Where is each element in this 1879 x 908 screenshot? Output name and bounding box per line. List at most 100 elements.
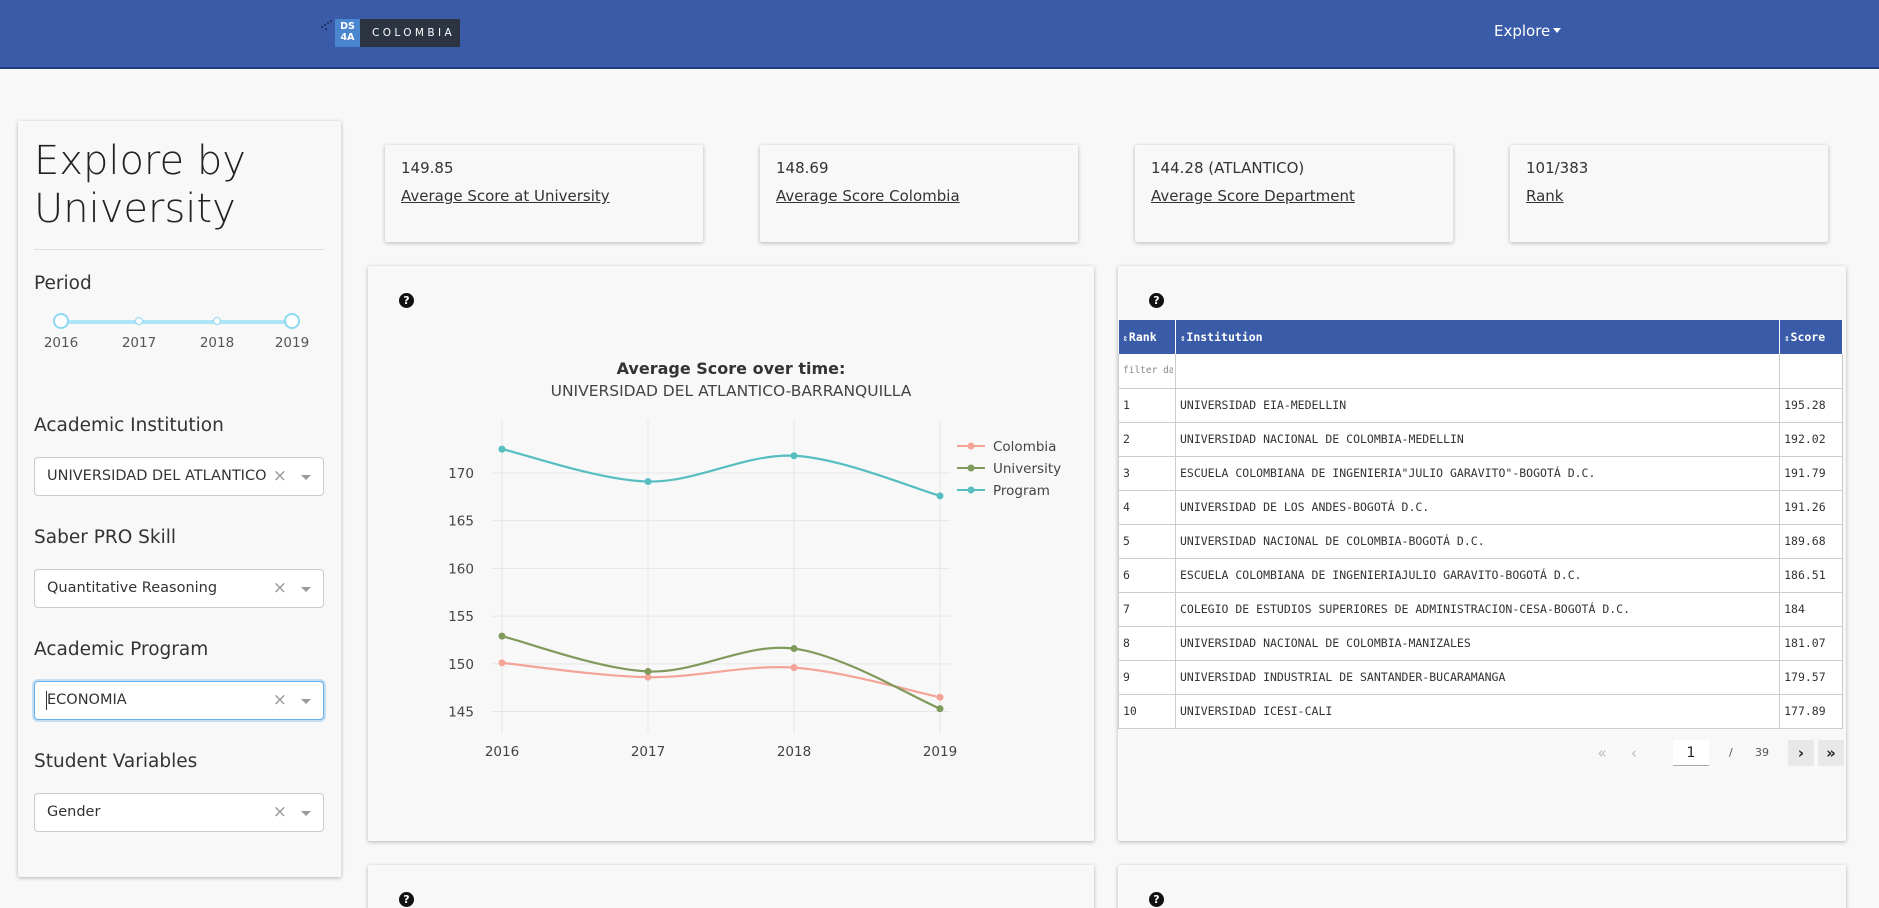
institution-cell: UNIVERSIDAD ICESI-CALI (1175, 694, 1781, 729)
line-chart[interactable]: 145 150 155 160 165 170 2016 2017 2018 2019 Colomb… (368, 266, 1094, 841)
institution-select[interactable]: UNIVERSIDAD DEL ATLANTICO-... × (34, 457, 324, 496)
series-line-university[interactable] (501, 635, 941, 710)
chevron-down-icon[interactable] (301, 475, 311, 480)
first-page-button[interactable]: « (1597, 744, 1607, 762)
skill-select[interactable]: Quantitative Reasoning × (34, 569, 324, 608)
program-select[interactable]: ECONOMIA × (34, 681, 324, 720)
table-row[interactable]: 9 UNIVERSIDAD INDUSTRIAL DE SANTANDER-BUC… (1118, 660, 1843, 695)
help-icon[interactable]: ? (1149, 892, 1164, 907)
score-cell: 189.68 (1779, 524, 1843, 559)
data-point-program[interactable] (790, 452, 798, 460)
data-point-program[interactable] (936, 492, 944, 500)
score-cell: 184 (1779, 592, 1843, 627)
y-tick-label: 150 (448, 657, 474, 673)
data-point-program[interactable] (498, 445, 506, 453)
data-point-university[interactable] (644, 667, 652, 675)
explore-dropdown[interactable]: Explore (1494, 22, 1562, 40)
page-number-input[interactable]: 1 (1673, 740, 1709, 766)
clear-icon[interactable]: × (272, 802, 287, 822)
slider-track[interactable] (60, 320, 292, 324)
data-point-colombia[interactable] (644, 673, 652, 681)
logo-text: COLOMBIA (360, 19, 460, 47)
help-icon[interactable]: ? (399, 892, 414, 907)
help-icon[interactable]: ? (399, 293, 414, 308)
page-separator: / (1729, 746, 1733, 759)
table-row[interactable]: 10 UNIVERSIDAD ICESI-CALI 177.89 (1118, 694, 1843, 729)
sort-icon[interactable]: ⇕ (1784, 334, 1790, 344)
slider-year-label: 2017 (121, 335, 157, 351)
program-label: Academic Program (34, 639, 209, 660)
header-label: Rank (1128, 330, 1157, 344)
table-row[interactable]: 5 UNIVERSIDAD NACIONAL DE COLOMBIA-BOGOTÁ… (1118, 524, 1843, 559)
chart-title: Average Score over time: (616, 359, 846, 378)
score-cell: 191.79 (1779, 456, 1843, 491)
data-point-colombia[interactable] (790, 664, 798, 672)
clear-icon[interactable]: × (272, 690, 287, 710)
column-header-rank[interactable]: ⇕Rank (1118, 320, 1176, 354)
legend-marker (967, 486, 975, 494)
x-tick-label: 2016 (485, 744, 519, 760)
rank-cell: 2 (1118, 422, 1176, 457)
filter-placeholder: filter data... (1123, 365, 1173, 377)
table-row[interactable]: 3 ESCUELA COLOMBIANA DE INGENIERIA"JULIO … (1118, 456, 1843, 491)
page-total: 39 (1755, 746, 1769, 759)
clear-icon[interactable]: × (272, 578, 287, 598)
table-row[interactable]: 1 UNIVERSIDAD EIA-MEDELLIN 195.28 (1118, 388, 1843, 423)
score-cell: 181.07 (1779, 626, 1843, 661)
stat-link[interactable]: Rank (1526, 187, 1564, 205)
chevron-down-icon[interactable] (301, 587, 311, 592)
data-point-colombia[interactable] (498, 659, 506, 667)
ds4a-colombia-logo[interactable]: DS 4A COLOMBIA (321, 19, 460, 47)
divider (34, 249, 324, 250)
filter-input-institution[interactable] (1175, 354, 1781, 389)
ranking-table-panel: ? ⇕Rank ⇕Institution ⇕Score filter data.… (1118, 266, 1846, 841)
stat-card-department: 144.28 (ATLANTICO) Average Score Departm… (1135, 145, 1453, 242)
sort-icon[interactable]: ⇕ (1179, 334, 1186, 344)
table-row[interactable]: 4 UNIVERSIDAD DE LOS ANDES-BOGOTÁ D.C. 191… (1118, 490, 1843, 525)
sort-icon[interactable]: ⇕ (1122, 334, 1128, 344)
chevron-down-icon[interactable] (301, 811, 311, 816)
legend-marker (967, 464, 975, 472)
stat-value: 144.28 (ATLANTICO) (1151, 159, 1305, 177)
data-point-university[interactable] (936, 705, 944, 713)
stat-link[interactable]: Average Score Department (1151, 187, 1355, 205)
rank-cell: 3 (1118, 456, 1176, 491)
series-line-program[interactable] (501, 448, 941, 497)
slider-tick-2017 (135, 317, 143, 325)
table-row[interactable]: 6 ESCUELA COLOMBIANA DE INGENIERIAJULIO G… (1118, 558, 1843, 593)
legend-label[interactable]: University (993, 461, 1061, 477)
filter-row: filter data... (1118, 354, 1843, 389)
data-point-colombia[interactable] (936, 693, 944, 701)
data-point-university[interactable] (498, 632, 506, 640)
help-icon[interactable]: ? (1149, 293, 1164, 308)
legend-label[interactable]: Colombia (993, 439, 1056, 455)
stat-card-colombia: 148.69 Average Score Colombia (760, 145, 1078, 242)
filter-input-score[interactable] (1779, 354, 1843, 389)
score-cell: 177.89 (1779, 694, 1843, 729)
stat-value: 148.69 (776, 159, 829, 177)
score-cell: 192.02 (1779, 422, 1843, 457)
series-line-colombia[interactable] (501, 661, 941, 699)
chevron-down-icon[interactable] (301, 699, 311, 704)
student-variables-select[interactable]: Gender × (34, 793, 324, 832)
slider-handle-start[interactable] (53, 313, 69, 329)
clear-icon[interactable]: × (272, 466, 287, 486)
table-row[interactable]: 7 COLEGIO DE ESTUDIOS SUPERIORES DE ADMIN… (1118, 592, 1843, 627)
filter-input-rank[interactable]: filter data... (1118, 354, 1176, 389)
slider-handle-end[interactable] (284, 313, 300, 329)
table-row[interactable]: 2 UNIVERSIDAD NACIONAL DE COLOMBIA-MEDELL… (1118, 422, 1843, 457)
stat-link[interactable]: Average Score Colombia (776, 187, 960, 205)
rank-cell: 6 (1118, 558, 1176, 593)
stat-link[interactable]: Average Score at University (401, 187, 610, 205)
legend-marker (967, 442, 975, 450)
previous-page-button[interactable]: ‹ (1631, 744, 1637, 762)
last-page-button[interactable]: » (1818, 740, 1844, 766)
next-page-button[interactable]: › (1788, 740, 1814, 766)
column-header-institution[interactable]: ⇕Institution (1175, 320, 1781, 354)
column-header-score[interactable]: ⇕Score (1779, 320, 1843, 354)
data-point-university[interactable] (790, 645, 798, 653)
legend-label[interactable]: Program (993, 483, 1050, 499)
lower-left-panel: ? (368, 865, 1094, 908)
data-point-program[interactable] (644, 478, 652, 486)
table-row[interactable]: 8 UNIVERSIDAD NACIONAL DE COLOMBIA-MANIZA… (1118, 626, 1843, 661)
